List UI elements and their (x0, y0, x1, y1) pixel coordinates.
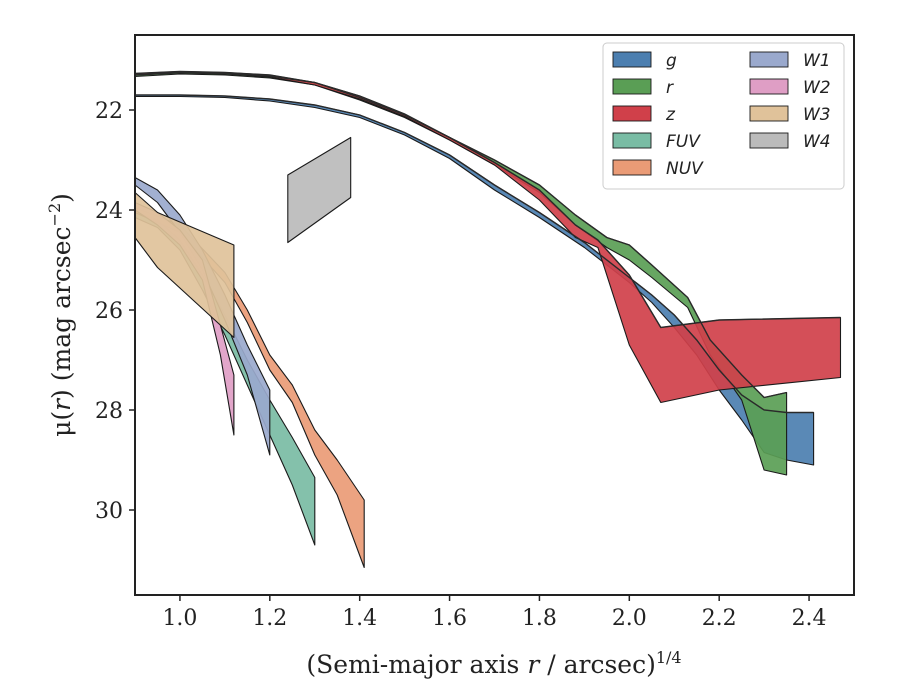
x-tick-label: 1.0 (162, 606, 197, 631)
legend-label-r: r (666, 78, 674, 98)
y-axis-title-close: ) (47, 193, 76, 203)
edge-line-g (135, 94, 814, 414)
y-axis-title-main: μ( (47, 411, 76, 437)
y-axis-title-variable: r (47, 397, 76, 411)
y-axis-title-unit: ) (mag arcsec (47, 226, 76, 399)
edge-line-r (134, 71, 787, 399)
legend-swatch-w1 (749, 51, 789, 68)
band-w4 (287, 136, 352, 244)
x-axis-title-unit: / arcsec) (539, 650, 656, 679)
plot-frame (134, 34, 855, 596)
legend-swatch-r (612, 78, 652, 95)
x-tick-label: 2.4 (792, 606, 827, 631)
y-tick-label: 30 (95, 499, 123, 524)
legend-swatch-g (612, 51, 652, 68)
legend-label-fuv: FUV (666, 132, 701, 152)
profile-edge-lines (134, 70, 841, 414)
x-axis-title: (Semi-major axis r / arcsec)1/4 (306, 648, 681, 679)
y-axis-title: μ(r) (mag arcsec−2) (45, 193, 76, 437)
legend-label-w3: W3 (803, 105, 831, 125)
legend-swatch-w2 (749, 78, 789, 95)
x-axis-title-variable: r (527, 650, 541, 679)
legend: grz FUV NUV W1 W2 W3 W4 (602, 42, 845, 190)
legend-swatch-nuv (612, 159, 652, 176)
legend-swatch-w4 (749, 132, 789, 149)
x-axis-ticks: 1.0 1.2 1.4 1.6 1.8 2.0 2.2 2.4 (162, 595, 827, 631)
x-tick-label: 2.2 (702, 606, 737, 631)
legend-swatch-w3 (749, 105, 789, 122)
x-tick-label: 2.0 (612, 606, 647, 631)
legend-label-w4: W4 (803, 132, 831, 152)
legend-label-z: z (665, 105, 676, 125)
legend-label-w1: W1 (803, 51, 831, 71)
legend-items: grz FUV NUV W1 W2 W3 W4 (612, 51, 831, 179)
edge-line-z (134, 70, 841, 329)
y-tick-label: 26 (95, 299, 123, 324)
legend-label-g: g (666, 51, 677, 71)
legend-swatch-fuv (612, 132, 652, 149)
x-axis-title-main: (Semi-major axis (306, 650, 527, 679)
legend-swatch-z (612, 105, 652, 122)
x-axis-title-exponent: 1/4 (656, 648, 682, 667)
y-tick-label: 24 (95, 199, 123, 224)
x-tick-label: 1.6 (432, 606, 467, 631)
x-tick-label: 1.8 (522, 606, 557, 631)
y-axis-title-exponent: −2 (45, 203, 64, 227)
y-tick-label: 28 (95, 399, 123, 424)
legend-label-nuv: NUV (666, 159, 704, 179)
legend-label-w2: W2 (803, 78, 831, 98)
y-axis-ticks: 22 24 26 28 30 (95, 99, 135, 524)
x-tick-label: 1.4 (342, 606, 377, 631)
y-tick-label: 22 (95, 99, 123, 124)
profile-bands (134, 70, 842, 569)
x-tick-label: 1.2 (252, 606, 287, 631)
